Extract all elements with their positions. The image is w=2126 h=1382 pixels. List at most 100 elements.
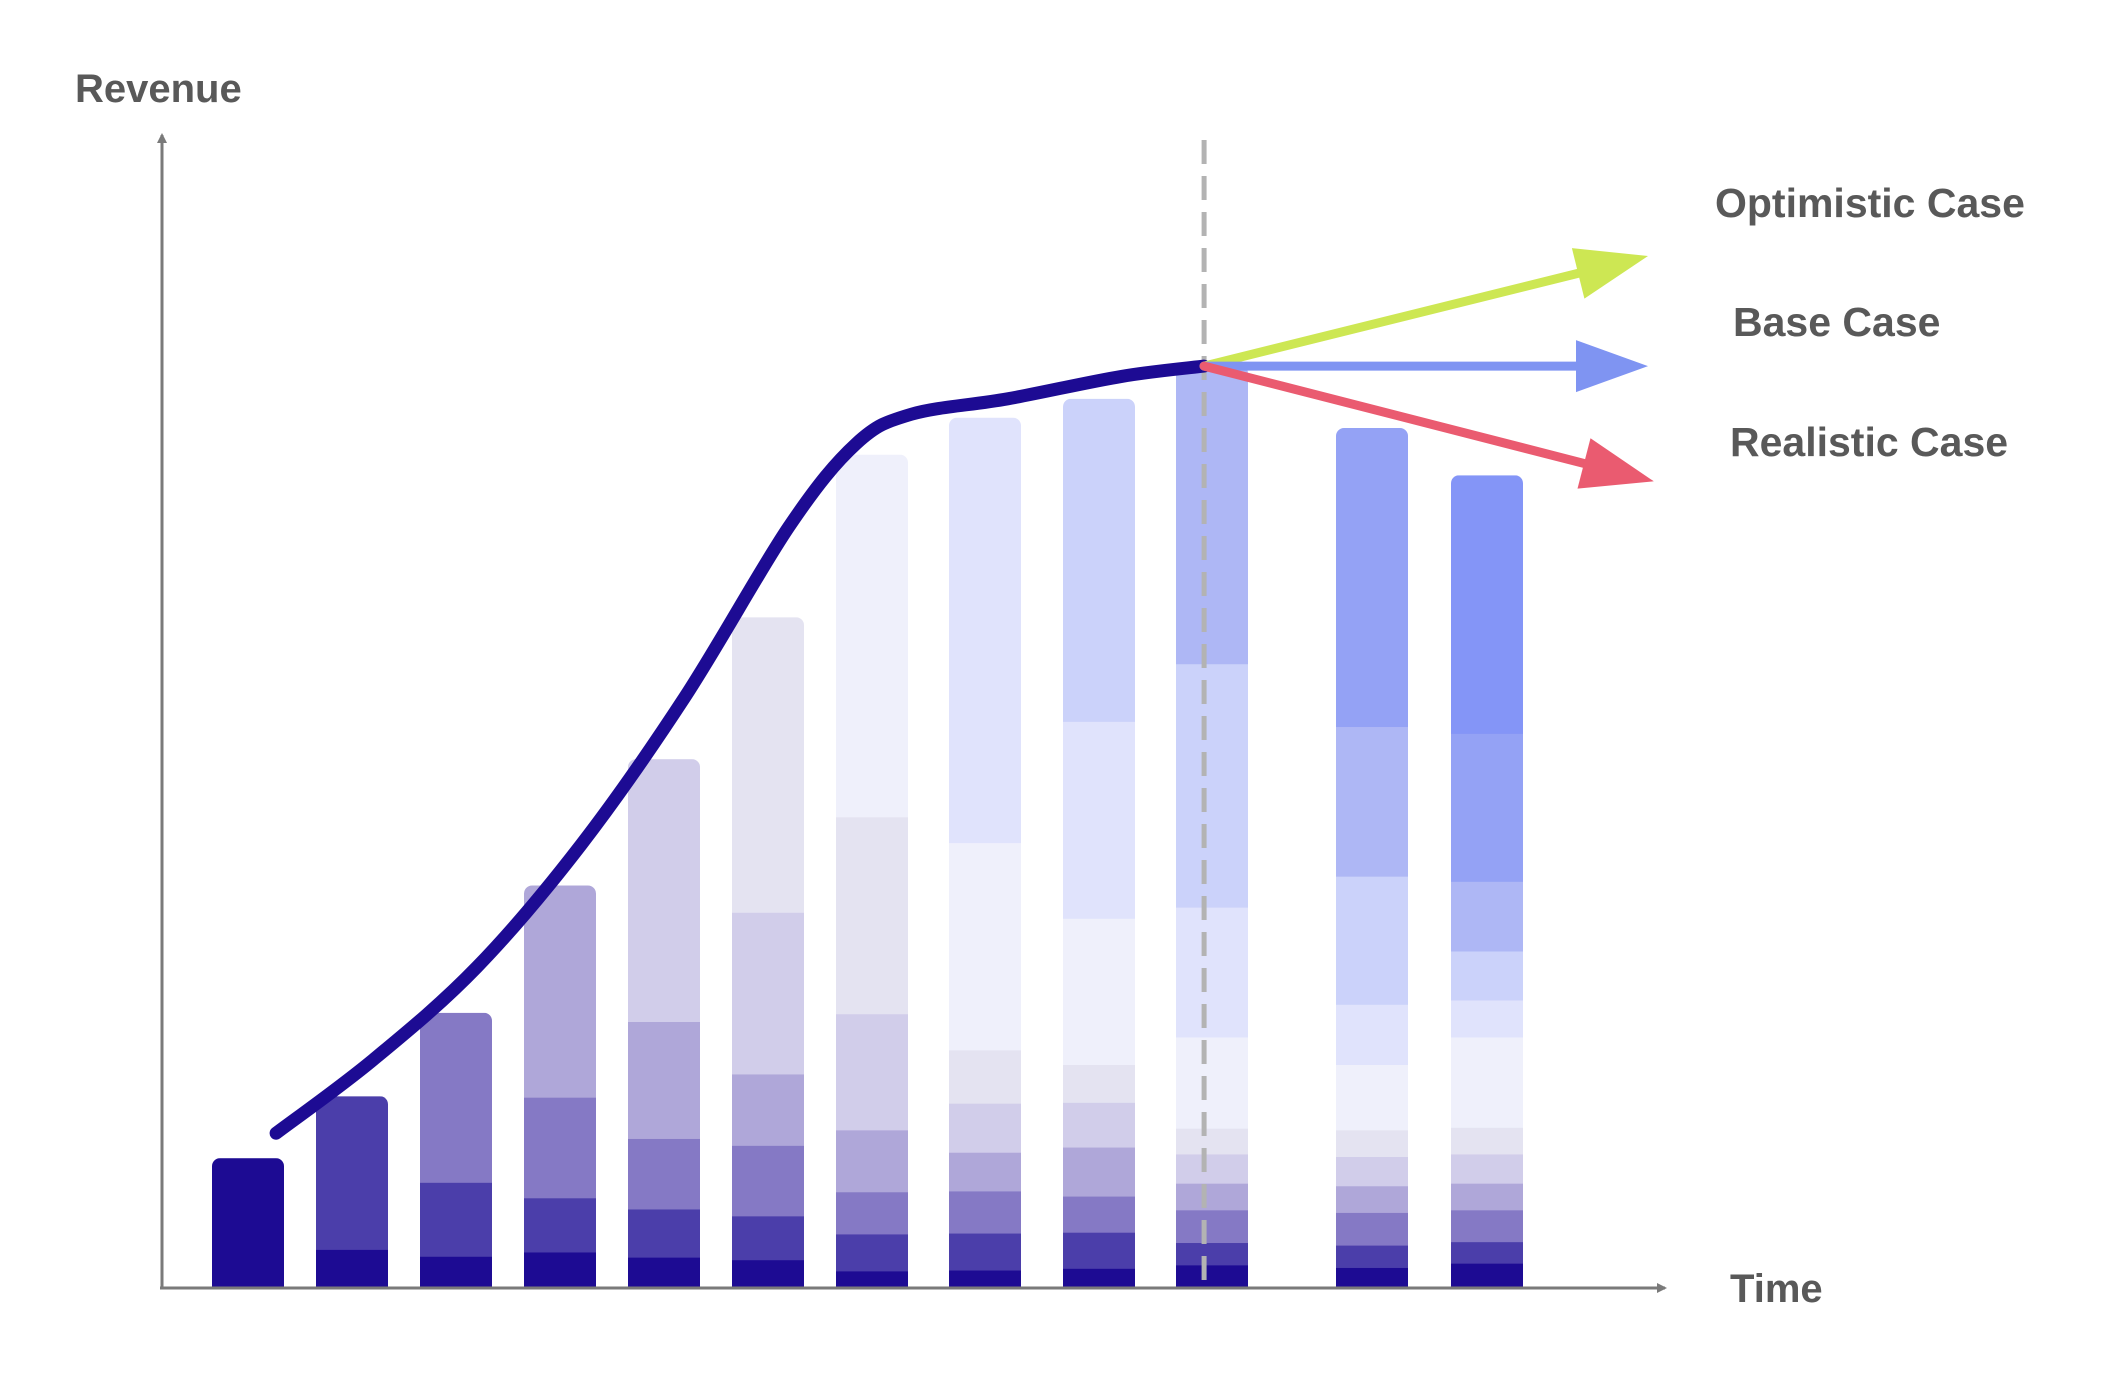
bar-9-segment-9	[1063, 398, 1135, 722]
bar-10-segment-2	[1176, 1242, 1248, 1266]
bar-11-segment-1	[1336, 1267, 1408, 1289]
bar-10-segment-7	[1176, 1036, 1248, 1129]
bar-4	[524, 885, 596, 1289]
optimistic-case-arrow-head	[1571, 248, 1648, 299]
bar-12-segment-10	[1451, 881, 1523, 952]
bar-9	[1063, 398, 1135, 1289]
bar-12-segment-12	[1451, 475, 1523, 734]
bar-3-segment-3	[420, 1012, 492, 1183]
bar-12-segment-8	[1451, 999, 1523, 1038]
bar-10-segment-1	[1176, 1264, 1248, 1289]
optimistic-case-label: Optimistic Case	[1715, 180, 2025, 226]
bar-9-segment-1	[1063, 1268, 1135, 1289]
bar-8-segment-8	[949, 417, 1021, 844]
bar-6-segment-6	[732, 617, 804, 913]
bar-12-segment-7	[1451, 1036, 1523, 1128]
bar-2-segment-1	[316, 1249, 388, 1289]
bar-12-segment-3	[1451, 1209, 1523, 1243]
axes	[157, 133, 1667, 1293]
bar-11-segment-5	[1336, 1156, 1408, 1187]
bar-6-segment-2	[732, 1215, 804, 1261]
realistic-case-arrow-head	[1577, 438, 1654, 489]
bar-12	[1451, 475, 1523, 1289]
trend-line	[269, 359, 1211, 1140]
bar-7-segment-2	[836, 1233, 908, 1272]
bar-5-segment-1	[628, 1257, 700, 1289]
bar-12-segment-4	[1451, 1183, 1523, 1211]
bar-11-segment-6	[1336, 1129, 1408, 1158]
bar-7	[836, 454, 908, 1289]
bar-11-segment-3	[1336, 1212, 1408, 1246]
bar-10-segment-4	[1176, 1183, 1248, 1211]
bar-9-segment-3	[1063, 1195, 1135, 1233]
bar-9-segment-7	[1063, 918, 1135, 1065]
bar-12-segment-2	[1451, 1241, 1523, 1264]
bar-10-segment-9	[1176, 663, 1248, 908]
scenario-arrows	[1199, 248, 1654, 489]
bar-4-segment-3	[524, 1097, 596, 1199]
bar-1-segment-1	[212, 1158, 284, 1289]
bar-9-segment-4	[1063, 1146, 1135, 1197]
bar-5-segment-5	[628, 759, 700, 1022]
bar-7-segment-4	[836, 1129, 908, 1193]
bar-11-segment-11	[1336, 428, 1408, 728]
bar-7-segment-3	[836, 1191, 908, 1235]
bar-8-segment-7	[949, 842, 1021, 1051]
bar-6	[732, 617, 804, 1289]
stacked-bars	[212, 365, 1523, 1289]
bar-6-segment-3	[732, 1145, 804, 1217]
bar-5-segment-2	[628, 1208, 700, 1258]
bar-12-segment-5	[1451, 1153, 1523, 1184]
bar-12-segment-9	[1451, 950, 1523, 1001]
bar-7-segment-1	[836, 1270, 908, 1289]
bar-1	[212, 1158, 284, 1289]
bar-11-segment-9	[1336, 876, 1408, 1005]
bar-11	[1336, 428, 1408, 1289]
bar-5-segment-4	[628, 1021, 700, 1139]
bar-10-segment-10	[1176, 365, 1248, 665]
bar-11-segment-4	[1336, 1185, 1408, 1213]
bar-9-segment-8	[1063, 721, 1135, 919]
bar-6-segment-1	[732, 1259, 804, 1289]
bar-10-segment-6	[1176, 1128, 1248, 1155]
bar-7-segment-7	[836, 454, 908, 818]
bar-7-segment-5	[836, 1013, 908, 1131]
bar-2-segment-2	[316, 1096, 388, 1250]
bar-3-segment-1	[420, 1256, 492, 1289]
bar-5	[628, 759, 700, 1289]
bar-8-segment-2	[949, 1232, 1021, 1271]
bar-11-segment-7	[1336, 1064, 1408, 1131]
bar-6-segment-4	[732, 1073, 804, 1146]
bar-4-segment-1	[524, 1251, 596, 1289]
bar-8-segment-3	[949, 1190, 1021, 1234]
y-axis-label: Revenue	[75, 67, 242, 111]
realistic-case-arrow	[1199, 361, 1654, 489]
bar-10-segment-8	[1176, 907, 1248, 1038]
bar-11-segment-2	[1336, 1245, 1408, 1268]
bar-12-segment-11	[1451, 733, 1523, 882]
bar-6-segment-5	[732, 912, 804, 1075]
bar-10-segment-3	[1176, 1209, 1248, 1244]
bar-12-segment-1	[1451, 1263, 1523, 1289]
x-axis-label: Time	[1730, 1267, 1823, 1311]
bar-3	[420, 1012, 492, 1289]
base-case-label: Base Case	[1733, 299, 1940, 345]
bar-10-segment-5	[1176, 1153, 1248, 1184]
bar-3-segment-2	[420, 1182, 492, 1257]
bar-10	[1176, 365, 1248, 1289]
bar-9-segment-5	[1063, 1102, 1135, 1148]
bar-8-segment-5	[949, 1103, 1021, 1153]
bar-8-segment-6	[949, 1049, 1021, 1104]
bar-7-segment-6	[836, 816, 908, 1015]
bar-12-segment-6	[1451, 1127, 1523, 1155]
optimistic-case-arrow	[1199, 248, 1648, 371]
bar-11-segment-8	[1336, 1004, 1408, 1065]
bar-8-segment-1	[949, 1269, 1021, 1289]
bar-5-segment-3	[628, 1138, 700, 1210]
realistic-case-label: Realistic Case	[1730, 419, 2008, 465]
base-case-arrow-head	[1576, 340, 1648, 393]
bar-2	[316, 1096, 388, 1289]
bar-9-segment-2	[1063, 1232, 1135, 1269]
optimistic-case-arrow-shaft	[1199, 267, 1589, 371]
